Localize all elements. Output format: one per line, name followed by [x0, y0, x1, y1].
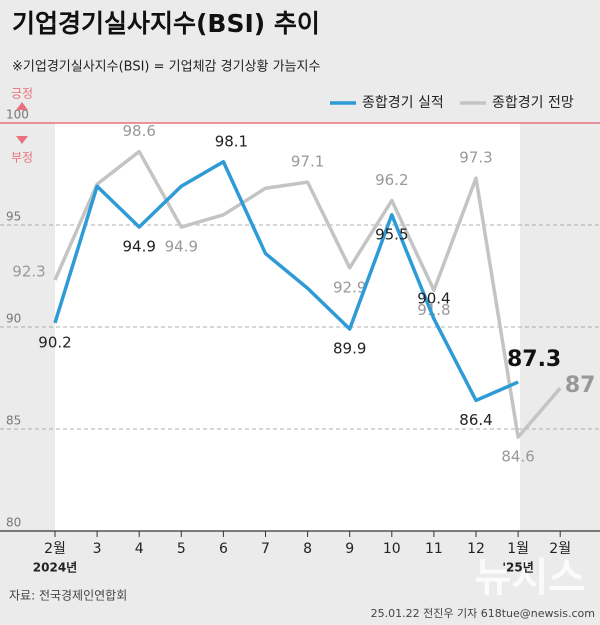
- legend-label: 종합경기 전망: [492, 95, 574, 111]
- data-label: 94.9: [165, 238, 198, 256]
- watermark: 뉴시스: [475, 555, 585, 601]
- data-label: 97.3: [459, 149, 492, 167]
- y-tick-label: 95: [6, 210, 21, 224]
- x-tick-label: 6: [219, 541, 228, 557]
- data-label: 97.1: [291, 153, 324, 171]
- x-tick-label: 8: [303, 541, 312, 557]
- chart-title: 기업경기실사지수(BSI) 추이: [12, 9, 320, 38]
- x-tick-label: 2월: [549, 541, 571, 557]
- data-label: 92.9: [333, 278, 366, 296]
- data-label: 92.3: [12, 263, 45, 281]
- series-line: [53, 160, 519, 403]
- x-tick-label: 9: [345, 541, 354, 557]
- arrow-up: [16, 102, 28, 110]
- data-label: 96.2: [375, 171, 408, 189]
- series-line: [53, 149, 562, 439]
- x-tick-label: 3: [93, 541, 102, 557]
- x-tick-label: 7: [261, 541, 270, 557]
- data-label: 86.4: [459, 411, 492, 429]
- legend-label: 종합경기 실적: [362, 95, 444, 111]
- reference-above: 긍정: [11, 87, 33, 101]
- data-label: 87.3: [507, 347, 561, 372]
- x-tick-label: 5: [177, 541, 186, 557]
- credit: 25.01.22 전진우 기자 618tue@newsis.com: [371, 607, 595, 620]
- chart-subtitle: ※기업경기실사지수(BSI) = 기업체감 경기상황 가늠지수: [12, 60, 320, 75]
- y-tick-label: 90: [6, 312, 21, 326]
- data-label: 90.4: [417, 289, 450, 307]
- data-label: 89.9: [333, 340, 366, 358]
- reference-below: 부정: [11, 151, 33, 165]
- x-tick-label: 11: [425, 541, 443, 557]
- data-label: 95.5: [375, 225, 408, 243]
- arrow-down: [16, 136, 28, 144]
- data-label: 90.2: [38, 333, 71, 351]
- source: 자료: 전국경제인연합회: [9, 589, 127, 603]
- x-tick-label: 10: [383, 541, 401, 557]
- y-tick-label: 85: [6, 414, 21, 428]
- x-tick-label: 1월: [507, 541, 529, 557]
- data-label: 84.6: [501, 448, 534, 466]
- x-tick-label: 12: [467, 541, 485, 557]
- data-label: 98.1: [215, 132, 248, 150]
- x-tick-label: 4: [135, 541, 144, 557]
- data-label: 98.6: [122, 122, 155, 140]
- y-tick-label: 100: [6, 108, 29, 122]
- data-label: 87: [565, 373, 596, 398]
- year-label: '25년: [502, 561, 533, 575]
- x-tick-label: 2월: [44, 541, 66, 557]
- y-tick-label: 80: [6, 516, 21, 530]
- data-label: 91.8: [417, 301, 450, 319]
- year-label: 2024년: [33, 561, 77, 575]
- data-label: 94.9: [122, 238, 155, 256]
